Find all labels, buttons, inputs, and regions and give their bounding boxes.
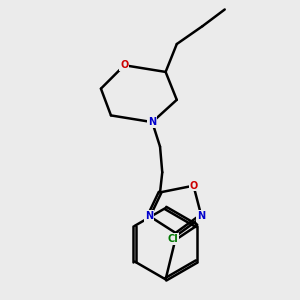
Text: O: O [120,60,128,70]
Text: Cl: Cl [167,234,178,244]
Text: N: N [145,211,153,221]
Text: N: N [197,211,206,221]
Text: N: N [148,117,156,127]
Text: O: O [189,181,198,191]
